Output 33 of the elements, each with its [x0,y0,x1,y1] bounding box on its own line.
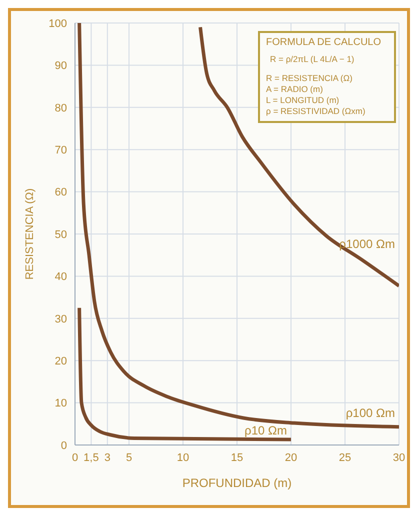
y-tick-label: 60 [54,186,67,199]
annotation: A = RADIO (m) [266,84,324,95]
y-tick-label: 50 [54,228,67,241]
annotation: FORMULA DE CALCULO [266,37,382,48]
annotation: R = ρ/2πL (L 4L/A − 1) [270,54,356,65]
y-tick-label: 20 [54,356,67,368]
x-tick-label: 10 [176,452,190,464]
x-tick-label: 1,5 [84,452,99,464]
y-tick-label: 10 [54,398,67,410]
line-series [78,306,293,442]
x-tick-label: 5 [126,452,132,464]
y-tick-label: 40 [54,271,67,284]
y-tick-label: 90 [54,60,67,72]
x-tick-label: 25 [338,452,352,464]
x-tick-label: 3 [104,452,110,464]
x-axis-title: PROFUNDIDAD (m) [182,476,292,490]
y-tick-label: 30 [54,313,67,326]
y-tick-label: 100 [48,18,67,30]
x-tick-label: 20 [284,452,298,464]
y-tick-label: 0 [60,440,67,452]
series-label: ρ10 Ωm [244,424,287,438]
x-tick-label: 0 [72,452,78,464]
y-tick-label: 80 [54,102,67,114]
y-tick-label: 70 [54,144,67,157]
series-label: ρ100 Ωm [346,406,395,420]
line-series [198,25,399,288]
annotation: R = RESISTENCIA (Ω) [266,73,354,84]
y-axis-title: RESISTENCIA (Ω) [24,188,36,280]
x-tick-label: 30 [392,452,406,464]
annotation: L = LONGITUD (m) [266,95,340,106]
x-tick-label: 15 [230,452,244,464]
series-label: ρ1000 Ωm [339,236,395,251]
annotation: ρ = RESISTIVIDAD (Ωxm) [266,106,366,117]
